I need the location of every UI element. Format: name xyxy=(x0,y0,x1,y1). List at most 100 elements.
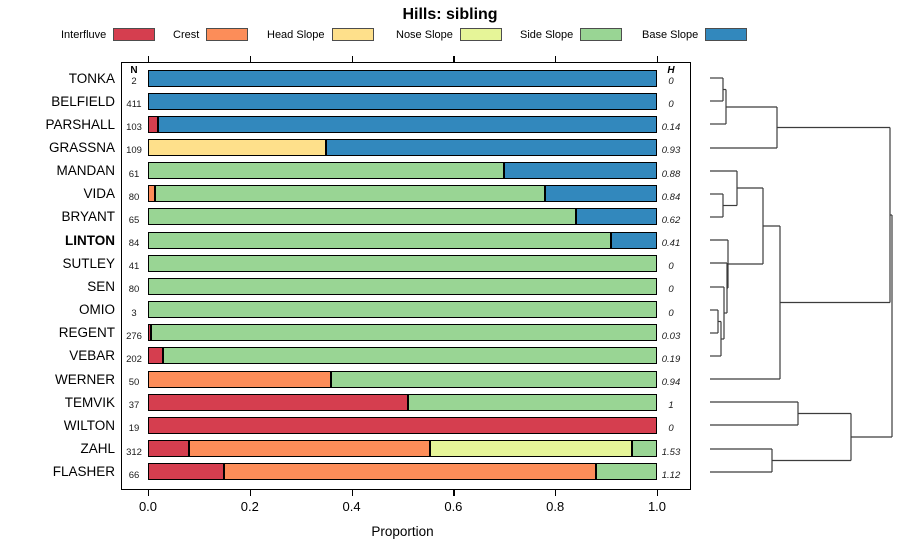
h-column-value: 0 xyxy=(668,261,674,273)
legend-item: Head Slope xyxy=(267,27,374,42)
bar-segment-base-slope xyxy=(575,208,657,226)
axis-tick xyxy=(453,56,455,62)
stacked-bar xyxy=(148,185,657,203)
h-column-value: 0 xyxy=(668,423,674,435)
legend-label: Interfluve xyxy=(61,28,107,41)
h-column-value: 0.84 xyxy=(661,191,681,203)
stacked-bar xyxy=(148,115,657,133)
h-column-value: 1 xyxy=(668,400,674,412)
n-column-value: 3 xyxy=(131,307,137,319)
bar-segment-side-slope xyxy=(148,208,576,226)
stacked-bar xyxy=(148,324,657,342)
x-axis-title: Proportion xyxy=(371,524,434,539)
axis-tick-label: 0.0 xyxy=(138,499,158,514)
bar-segment-side-slope xyxy=(595,463,657,481)
bar-segment-interfluve xyxy=(148,393,408,411)
category-label: BELFIELD xyxy=(51,93,115,109)
n-column-value: 276 xyxy=(126,330,142,342)
h-column-value: 0.41 xyxy=(661,238,681,250)
bar-segment-crest xyxy=(148,370,332,388)
axis-tick xyxy=(657,490,659,496)
h-column-value: 0 xyxy=(668,284,674,296)
legend-label: Base Slope xyxy=(642,28,699,41)
bar-segment-base-slope xyxy=(326,138,657,156)
legend-label: Side Slope xyxy=(520,28,574,41)
bar-segment-interfluve xyxy=(148,324,151,342)
n-column-value: 50 xyxy=(128,377,140,389)
stacked-bar xyxy=(148,138,657,156)
stacked-bar xyxy=(148,162,657,180)
bar-segment-side-slope xyxy=(163,347,657,365)
axis-tick xyxy=(148,56,150,62)
bar-segment-interfluve xyxy=(148,347,164,365)
legend-item: Side Slope xyxy=(520,27,623,42)
bar-segment-side-slope xyxy=(148,231,612,249)
category-label: SUTLEY xyxy=(62,255,115,271)
legend-item: Base Slope xyxy=(642,27,748,42)
category-label: TONKA xyxy=(68,70,115,86)
stacked-bar xyxy=(148,69,657,87)
legend-swatch xyxy=(113,28,156,41)
category-label: REGENT xyxy=(58,325,115,341)
bar-segment-interfluve xyxy=(148,115,159,133)
n-column-value: 80 xyxy=(128,191,140,203)
category-label: ZAHL xyxy=(80,441,115,457)
category-label: FLASHER xyxy=(52,464,115,480)
category-label: WILTON xyxy=(63,417,115,433)
bar-segment-interfluve xyxy=(148,463,225,481)
stacked-bar xyxy=(148,277,657,295)
h-column-value: 0.62 xyxy=(661,214,681,226)
stacked-bar xyxy=(148,231,657,249)
stacked-bar xyxy=(148,301,657,319)
legend-swatch xyxy=(705,28,748,41)
category-label: LINTON xyxy=(65,232,115,248)
legend-label: Crest xyxy=(173,28,200,41)
bar-segment-base-slope xyxy=(545,185,657,203)
h-column-value: 0.03 xyxy=(661,330,681,342)
category-label: MANDAN xyxy=(56,163,115,179)
stacked-bar xyxy=(148,254,657,272)
legend-label: Nose Slope xyxy=(396,28,453,41)
axis-tick-label: 1.0 xyxy=(647,499,667,514)
h-column-value: 0.88 xyxy=(661,168,681,180)
h-column-value: 0.93 xyxy=(661,145,681,157)
n-column-value: 202 xyxy=(126,353,142,365)
h-column-value: 1.53 xyxy=(661,446,681,458)
axis-tick-label: 0.6 xyxy=(444,499,463,514)
h-column-value: 1.12 xyxy=(661,469,681,481)
stacked-bar xyxy=(148,393,657,411)
axis-tick xyxy=(148,490,150,496)
axis-tick-label: 0.2 xyxy=(240,499,259,514)
h-column-value: 0 xyxy=(668,99,674,111)
bar-segment-side-slope xyxy=(631,440,657,458)
n-column-value: 66 xyxy=(128,469,140,481)
bar-segment-interfluve xyxy=(148,440,189,458)
category-label: TEMVIK xyxy=(64,394,115,410)
n-column-header: N xyxy=(130,65,138,76)
stacked-bar xyxy=(148,208,657,226)
category-label: GRASSNA xyxy=(48,139,115,155)
bar-segment-side-slope xyxy=(407,393,657,411)
legend-item: Interfluve xyxy=(61,27,156,42)
stacked-bar xyxy=(148,463,657,481)
h-column-value: 0.14 xyxy=(661,122,681,134)
stacked-bar xyxy=(148,347,657,365)
bar-segment-base-slope xyxy=(611,231,657,249)
axis-tick xyxy=(657,56,659,62)
bar-segment-side-slope xyxy=(154,185,545,203)
bar-segment-side-slope xyxy=(148,254,657,272)
n-column-value: 41 xyxy=(128,261,140,273)
legend-item: Nose Slope xyxy=(396,27,502,42)
n-column-value: 65 xyxy=(128,214,140,226)
bar-segment-nose-slope xyxy=(430,440,632,458)
stacked-bar xyxy=(148,440,657,458)
axis-tick xyxy=(453,490,455,496)
bar-segment-crest xyxy=(188,440,431,458)
stacked-bar xyxy=(148,92,657,110)
bar-segment-base-slope xyxy=(148,92,657,110)
axis-tick xyxy=(351,490,353,496)
legend-label: Head Slope xyxy=(267,28,325,41)
bar-segment-side-slope xyxy=(150,324,657,342)
category-label: BRYANT xyxy=(61,209,115,225)
